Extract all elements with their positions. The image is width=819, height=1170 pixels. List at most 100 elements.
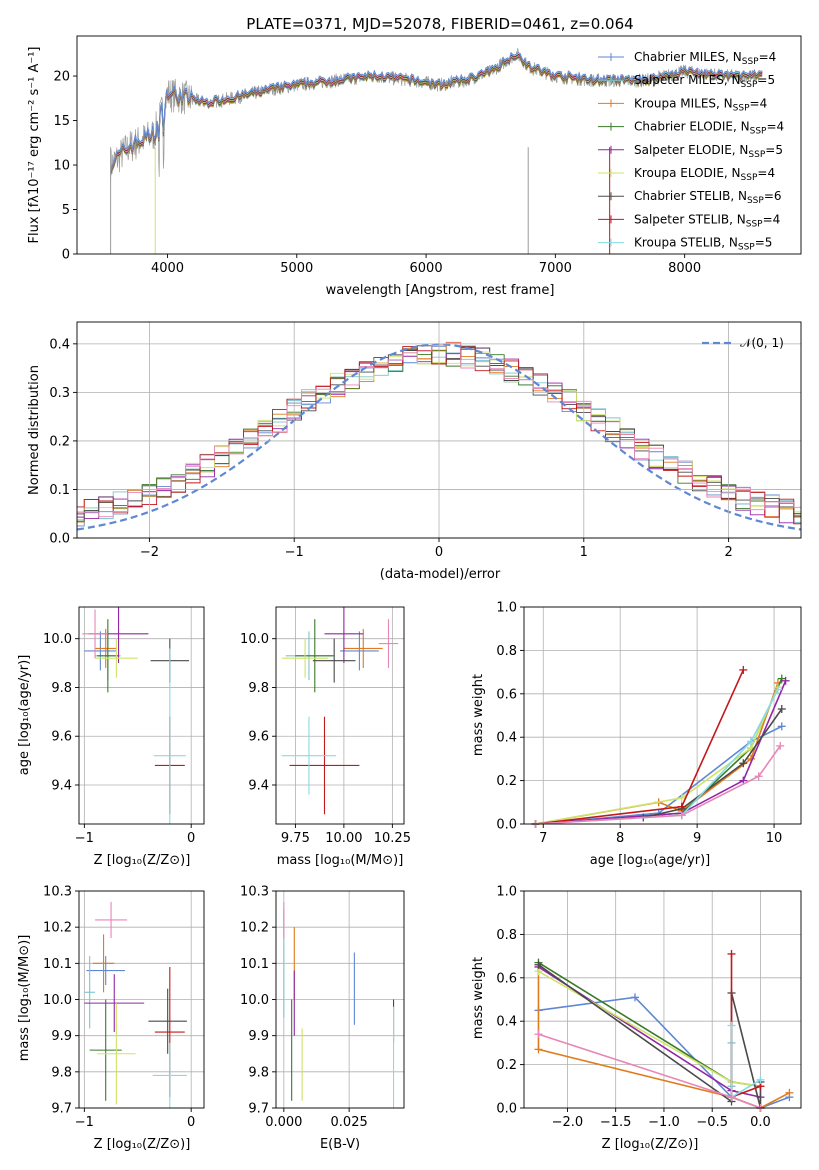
legend-entry: Chabrier MILES, NSSP=4 [634,50,776,67]
x-tick-label: 0.025 [331,1115,368,1130]
Z-massweight-panel: −2.0 −1.5 −1.0 −0.5 0.0 0.0 0.2 0.4 0.6 0.8 1.0 [496,885,802,1130]
x-tick-label: 0.0 [750,1115,771,1130]
y-tick-label: 10.3 [43,885,72,900]
axes-frame [523,606,802,825]
x-tick-label: 6000 [410,261,443,276]
x-tick-label: −1 [75,831,94,846]
x-tick-label: 0 [435,545,443,560]
y-tick-label: 9.8 [248,681,269,696]
x-tick-label: −1 [75,1115,94,1130]
y-tick-label: 10.0 [240,632,269,647]
x-tick-label: 5000 [280,261,313,276]
y-tick-label: 9.4 [51,778,72,793]
EBV-mass-xlabel: E(B-V) [320,1137,360,1152]
spectrum-ticks: 4000 5000 6000 7000 8000 0 5 10 15 20 [53,70,701,276]
y-tick-label: 1.0 [496,885,517,900]
y-tick-label: 10.0 [240,993,269,1008]
y-tick-label: 0.8 [496,644,517,659]
y-tick-label: 10 [53,159,70,174]
y-tick-label: 9.4 [248,778,269,793]
y-tick-label: 0.0 [496,1102,517,1117]
Z-mass-xlabel: Z [log₁₀(Z/Z⊙)] [94,1137,191,1152]
x-tick-label: −2.0 [552,1115,584,1130]
mass-weight-line [538,964,762,1108]
x-tick-label: 1 [580,545,588,560]
legend-entry: Chabrier ELODIE, NSSP=4 [634,120,784,137]
y-tick-label: 9.6 [51,730,72,745]
axes-frame [275,890,405,1109]
x-tick-label: 8 [616,831,624,846]
y-tick-label: 0.3 [49,386,70,401]
x-tick-label: −1.0 [648,1115,680,1130]
x-tick-label: 0 [187,1115,195,1130]
x-tick-label: −1.5 [600,1115,632,1130]
Z-age-ylabel: age [log₁₀(age/yr)] [17,655,32,776]
observed-spectrum-line [110,48,763,183]
y-tick-label: 9.6 [248,730,269,745]
y-tick-label: 1.0 [496,601,517,616]
mass-weight-line [730,953,761,1099]
legend-entry: Chabrier STELIB, NSSP=6 [634,189,782,206]
mass-weight-line [535,680,787,824]
x-tick-label: −0.5 [696,1115,728,1130]
y-tick-label: 9.7 [51,1102,72,1117]
y-tick-label: 9.8 [51,681,72,696]
age-massweight-xlabel: age [log₁₀(age/yr)] [590,853,711,868]
Z-mass-ylabel: mass [log₁₀(M/M⊙)] [17,935,32,1062]
axes-frame [523,890,802,1109]
mass-weight-line [535,725,783,824]
Z-massweight-ylabel: mass weight [471,957,486,1039]
y-tick-label: 0.4 [496,731,517,746]
y-tick-label: 15 [53,114,70,129]
spectrum-xlabel: wavelength [Angstrom, rest frame] [326,283,555,298]
mass-weight-line [538,1033,761,1108]
x-tick-label: 2 [724,545,732,560]
residual-ylabel: Normed distribution [27,365,42,495]
legend-entry: Kroupa STELIB, NSSP=5 [634,236,772,253]
residual-panel: −2 −1 0 1 2 0.0 0.1 0.2 0.3 0.4 (data-model)/erro… [27,321,802,582]
x-tick-label: 7 [539,831,547,846]
y-tick-label: 10.3 [240,885,269,900]
mass-weight-line [535,686,779,824]
y-tick-label: 9.9 [248,1029,269,1044]
y-tick-label: 9.8 [248,1065,269,1080]
x-tick-label: 7000 [539,261,572,276]
y-tick-label: 20 [53,70,70,85]
y-tick-label: 0.0 [496,818,517,833]
legend-entry: Kroupa ELODIE, NSSP=4 [634,166,775,183]
spectrum-ylabel: Flux [fλ10⁻¹⁷ erg cm⁻² s⁻¹ A⁻¹] [27,47,42,244]
axes-frame [78,890,205,1109]
Z-age-panel: −1 0 9.4 9.6 9.8 10.0 [43,606,205,846]
y-tick-label: 9.9 [51,1029,72,1044]
x-tick-label: −2 [140,545,159,560]
x-tick-label: −1 [285,545,304,560]
y-tick-label: 0.4 [496,1015,517,1030]
y-tick-label: 0.8 [496,928,517,943]
y-tick-label: 5 [62,203,70,218]
y-tick-label: 10.2 [240,921,269,936]
y-tick-label: 0.2 [49,434,70,449]
model-spectrum-line [110,52,763,171]
x-tick-label: 10 [766,831,783,846]
y-tick-label: 9.7 [248,1102,269,1117]
spectrum-plot-area [110,48,763,254]
normal-legend-label: 𝒩(0, 1) [740,336,784,350]
spectrum-legend: Chabrier MILES, NSSP=4 Salpeter MILES, NS… [598,50,784,253]
y-tick-label: 0.2 [496,1058,517,1073]
Z-mass-panel: −1 0 9.7 9.8 9.9 10.0 10.1 10.2 10.3 [43,885,205,1130]
mass-weight-line [535,745,781,824]
y-tick-label: 0.1 [49,483,70,498]
y-tick-label: 0.0 [49,532,70,547]
axes-frame [78,606,205,825]
x-tick-label: 9 [693,831,701,846]
y-tick-label: 0 [62,248,70,263]
legend-entry: Salpeter STELIB, NSSP=4 [634,212,780,229]
legend-entry: Salpeter MILES, NSSP=5 [634,73,775,90]
x-tick-label: 4000 [151,261,184,276]
residual-axes-frame [76,321,802,539]
y-tick-label: 9.8 [51,1065,72,1080]
spectrum-title: PLATE=0371, MJD=52078, FIBERID=0461, z=0… [246,15,633,33]
legend-entry: Kroupa MILES, NSSP=4 [634,96,767,113]
y-tick-label: 0.2 [496,774,517,789]
